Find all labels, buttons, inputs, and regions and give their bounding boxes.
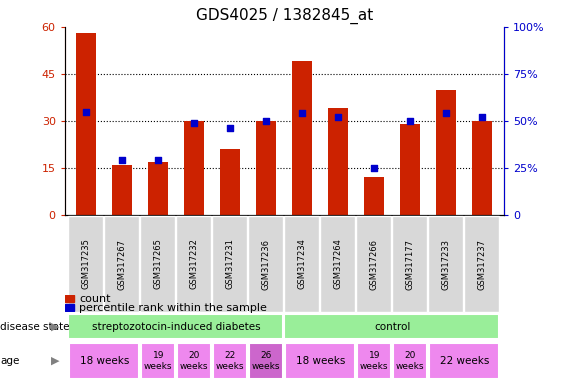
FancyBboxPatch shape [69,343,139,379]
Bar [113,165,132,215]
FancyBboxPatch shape [284,216,319,312]
Bar [472,121,492,215]
Text: 22
weeks: 22 weeks [216,351,244,371]
Bar [436,89,456,215]
Bar [328,108,348,215]
Text: percentile rank within the sample: percentile rank within the sample [79,303,267,313]
Bar [292,61,312,215]
Bar [400,124,420,215]
FancyBboxPatch shape [393,343,427,379]
Point [190,120,199,126]
FancyBboxPatch shape [249,343,283,379]
Point [154,157,163,164]
Point [334,114,343,120]
Bar [185,121,204,215]
Text: 26
weeks: 26 weeks [252,351,280,371]
FancyBboxPatch shape [68,216,103,312]
Point [226,126,235,132]
FancyBboxPatch shape [464,216,499,312]
Bar [149,162,168,215]
Point [478,114,487,120]
Text: 20
weeks: 20 weeks [180,351,208,371]
Text: GSM317233: GSM317233 [442,238,451,290]
Text: age: age [0,356,19,366]
FancyBboxPatch shape [212,216,247,312]
FancyBboxPatch shape [357,343,391,379]
FancyBboxPatch shape [68,314,283,339]
Text: 20
weeks: 20 weeks [396,351,425,371]
Text: 18 weeks: 18 weeks [296,356,345,366]
Bar [221,149,240,215]
Text: count: count [79,294,111,304]
Text: 19
weeks: 19 weeks [360,351,388,371]
Text: GSM317234: GSM317234 [298,238,307,290]
Text: control: control [374,322,410,332]
Bar [77,33,96,215]
Text: GSM317265: GSM317265 [154,238,163,290]
Text: 18 weeks: 18 weeks [79,356,129,366]
FancyBboxPatch shape [104,216,139,312]
Point [298,110,307,116]
Text: GSM317236: GSM317236 [262,238,271,290]
FancyBboxPatch shape [141,343,175,379]
Point [118,157,127,164]
FancyBboxPatch shape [248,216,283,312]
Bar [256,121,276,215]
FancyBboxPatch shape [429,343,499,379]
Text: GSM317264: GSM317264 [334,238,343,290]
FancyBboxPatch shape [428,216,463,312]
Title: GDS4025 / 1382845_at: GDS4025 / 1382845_at [196,8,373,24]
Point [442,110,451,116]
FancyBboxPatch shape [285,343,355,379]
Text: 22 weeks: 22 weeks [440,356,489,366]
FancyBboxPatch shape [213,343,247,379]
Point [406,118,415,124]
Point [82,109,91,115]
FancyBboxPatch shape [356,216,391,312]
Bar [65,295,74,302]
Text: GSM317177: GSM317177 [406,238,415,290]
Text: GSM317231: GSM317231 [226,238,235,290]
Text: GSM317237: GSM317237 [478,238,487,290]
Text: GSM317266: GSM317266 [370,238,379,290]
Text: ▶: ▶ [51,322,59,332]
Point [370,165,379,171]
Text: 19
weeks: 19 weeks [144,351,173,371]
FancyBboxPatch shape [392,216,427,312]
FancyBboxPatch shape [284,314,499,339]
FancyBboxPatch shape [177,343,211,379]
Point [262,118,271,124]
Bar [65,304,74,311]
Text: disease state: disease state [0,322,69,332]
Text: streptozotocin-induced diabetes: streptozotocin-induced diabetes [92,322,261,332]
FancyBboxPatch shape [140,216,175,312]
Text: GSM317235: GSM317235 [82,238,91,290]
Text: ▶: ▶ [51,356,59,366]
Bar [364,177,384,215]
FancyBboxPatch shape [320,216,355,312]
Text: GSM317267: GSM317267 [118,238,127,290]
FancyBboxPatch shape [176,216,211,312]
Text: GSM317232: GSM317232 [190,238,199,290]
